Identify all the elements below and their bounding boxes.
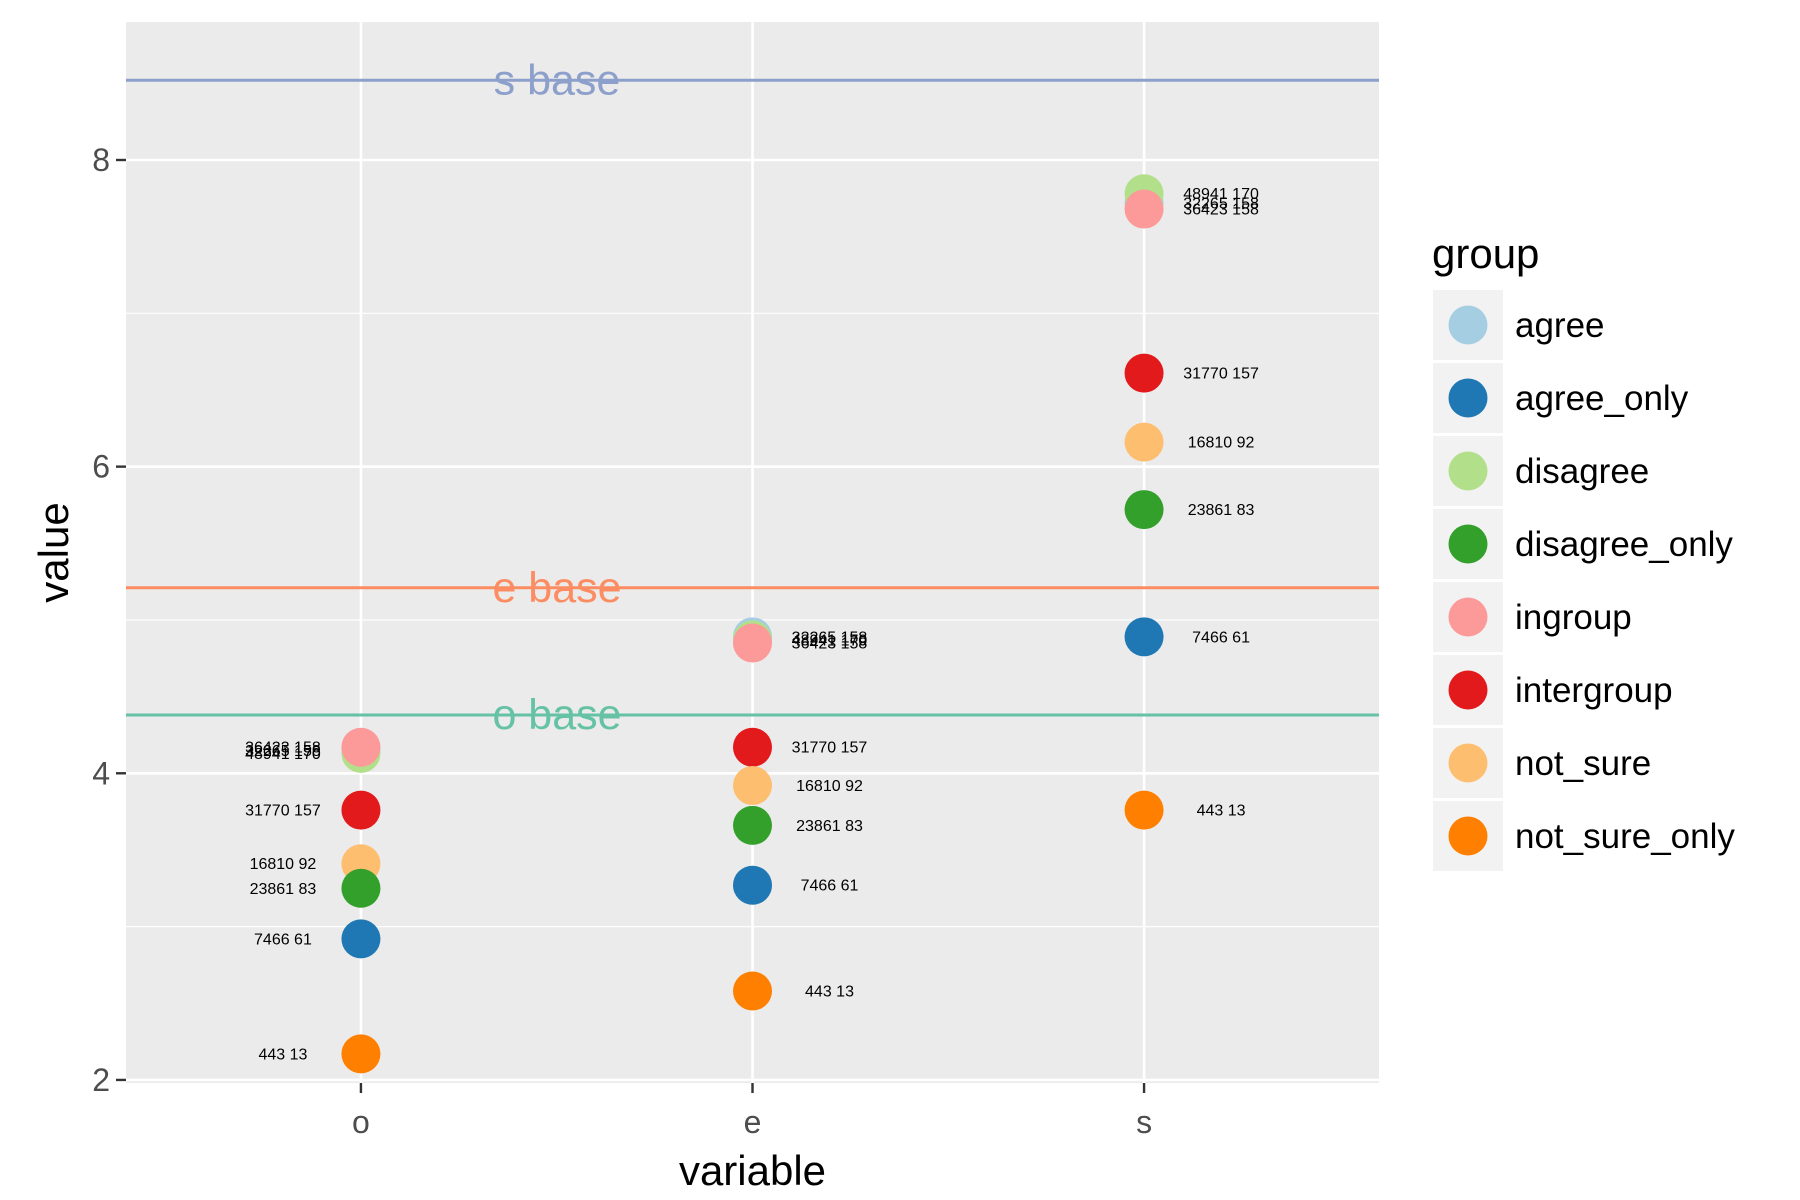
legend-label: disagree (1515, 452, 1649, 491)
point-label: 443 13 (1197, 803, 1246, 820)
x-tick-label: s (1136, 1104, 1152, 1140)
legend-swatch (1448, 670, 1488, 710)
point-label: 16810 92 (250, 856, 317, 873)
point-label: 16810 92 (796, 778, 863, 795)
point (733, 766, 772, 806)
point-label: 23861 83 (250, 881, 317, 898)
point-label: 31770 157 (245, 803, 321, 820)
legend-swatch (1448, 378, 1488, 418)
point (1124, 790, 1164, 830)
legend-swatch (1448, 743, 1488, 783)
legend-swatch (1448, 451, 1488, 491)
point-label: 7466 61 (801, 878, 859, 895)
y-tick-label: 8 (92, 142, 110, 178)
point-label: 16810 92 (1188, 435, 1255, 452)
point (341, 790, 381, 830)
baseline-label: s base (494, 56, 621, 104)
legend-label: ingroup (1515, 598, 1632, 637)
point-label: 36423 158 (792, 635, 868, 652)
point (341, 727, 381, 767)
legend-label: agree_only (1515, 379, 1689, 418)
x-tick-label: e (744, 1104, 762, 1140)
point (341, 919, 381, 959)
baseline-label: e base (492, 564, 621, 612)
point (1124, 353, 1164, 393)
legend: group agree agree_only disagree disagree_on… (1432, 230, 1735, 871)
y-tick-label: 6 (92, 449, 110, 485)
legend-label: not_sure_only (1515, 817, 1735, 856)
major-gridlines (126, 22, 1379, 1083)
point-label: 36423 158 (245, 740, 321, 757)
point (341, 1034, 381, 1074)
baseline-label: o base (492, 691, 621, 739)
point-label: 36423 158 (1183, 202, 1259, 219)
point-label: 32265 158 (1183, 195, 1259, 212)
point-label: 32265 158 (245, 743, 321, 760)
point (341, 868, 381, 908)
point-label: 31770 157 (1183, 366, 1259, 383)
legend-label: intergroup (1515, 671, 1673, 710)
legend-label: agree (1515, 306, 1605, 345)
point (733, 971, 772, 1011)
legend-swatch (1448, 524, 1488, 564)
legend-swatch (1448, 305, 1488, 345)
point-label: 48941 170 (792, 632, 868, 649)
x-tick-label: o (352, 1104, 370, 1140)
legend-label: not_sure (1515, 744, 1651, 783)
point (1124, 189, 1164, 229)
point-label: 48941 170 (1183, 186, 1259, 203)
y-tick-label: 2 (92, 1062, 110, 1098)
point-label: 31770 157 (792, 740, 868, 757)
legend-swatch (1448, 816, 1488, 856)
baselines: s base e base o base (126, 56, 1379, 739)
point-label: 23861 83 (796, 818, 863, 835)
point-label: 48941 170 (245, 746, 321, 763)
point (733, 727, 772, 767)
y-axis: 2 4 6 8 (92, 142, 126, 1098)
point-label: 32265 158 (792, 629, 868, 646)
point (1124, 422, 1164, 462)
x-axis-title: variable (679, 1147, 826, 1194)
point (733, 865, 772, 905)
point-label: 7466 61 (254, 931, 312, 948)
point (1124, 617, 1164, 657)
point-label: 443 13 (258, 1046, 307, 1063)
point-label: 23861 83 (1188, 502, 1255, 519)
point (1124, 490, 1164, 530)
y-tick-label: 4 (92, 755, 110, 791)
point (733, 805, 772, 845)
legend-title: group (1432, 230, 1539, 277)
point-label: 7466 61 (1192, 629, 1250, 646)
point-label: 443 13 (805, 984, 854, 1001)
point (733, 623, 772, 663)
legend-label: disagree_only (1515, 525, 1733, 564)
data-points (341, 174, 1164, 1074)
y-axis-title: value (30, 502, 77, 602)
legend-swatch (1448, 597, 1488, 637)
